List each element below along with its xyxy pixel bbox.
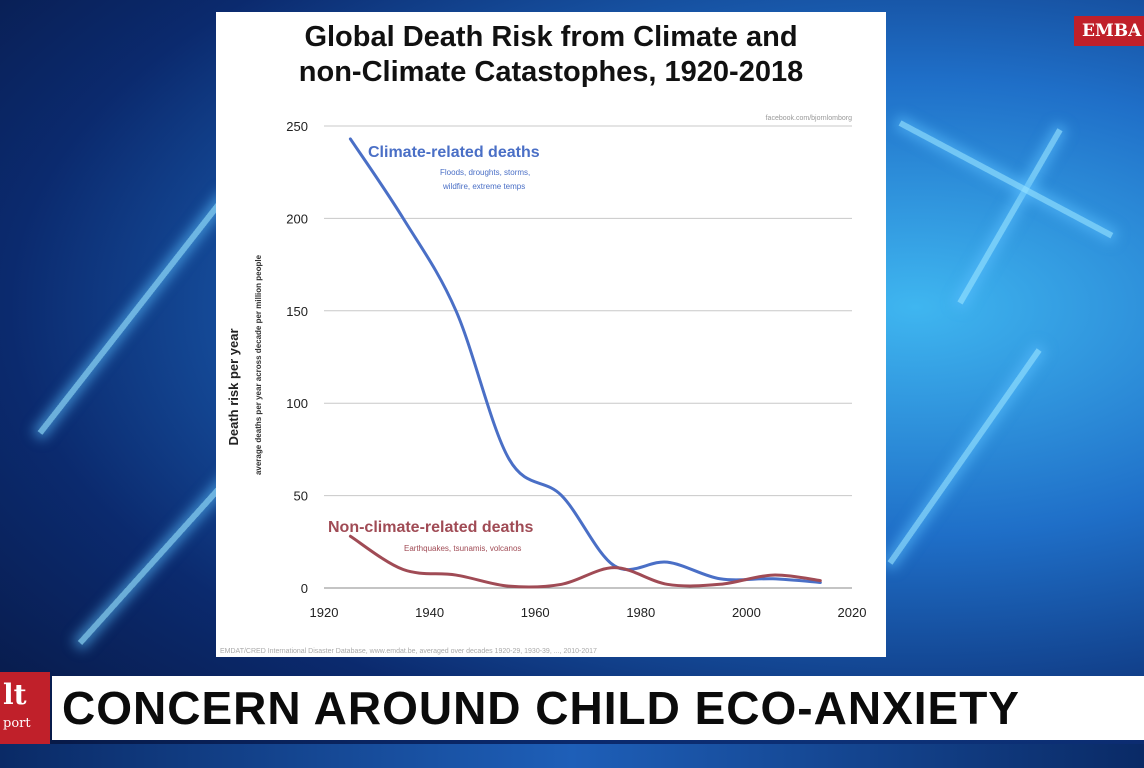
x-tick-label: 1920 — [310, 605, 339, 620]
y-tick-label: 200 — [286, 211, 308, 226]
chart-slide: Global Death Risk from Climate and non-C… — [216, 12, 886, 657]
light-streak — [37, 194, 228, 435]
annotations: Climate-related deaths Floods, droughts, … — [220, 115, 852, 655]
channel-logo: lt port — [0, 672, 50, 744]
series-label-climate: Climate-related deaths — [368, 144, 540, 161]
x-tick-label: 2020 — [838, 605, 867, 620]
x-tick-label: 1980 — [626, 605, 655, 620]
series-sublabel-climate: wildfire, extreme temps — [442, 182, 525, 191]
chart-title-line1: Global Death Risk from Climate and — [304, 21, 798, 53]
axes: 0 50 100 150 200 250 1920 1940 1960 1980 2000 2020 D… — [226, 119, 866, 620]
channel-logo-subtext: port — [3, 716, 31, 731]
bottom-strip — [0, 744, 1144, 768]
watermark: facebook.com/bjornlomborg — [766, 115, 852, 122]
light-streak — [957, 128, 1063, 305]
climate-related-deaths-line — [348, 137, 822, 584]
x-tick-label: 1940 — [415, 605, 444, 620]
grid — [324, 125, 852, 589]
chart-title: Global Death Risk from Climate and non-C… — [216, 20, 886, 90]
non-climate-related-deaths-line — [348, 534, 822, 589]
light-streak — [887, 348, 1042, 565]
lower-third: lt port CONCERN AROUND CHILD ECO-ANXIETY — [0, 672, 1144, 744]
line-chart: 0 50 100 150 200 250 1920 1940 1960 1980 2000 2020 D… — [220, 115, 866, 655]
y-tick-label: 0 — [301, 581, 308, 596]
series-sublabel-non-climate: Earthquakes, tsunamis, volcanos — [404, 544, 521, 553]
headline: CONCERN AROUND CHILD ECO-ANXIETY — [52, 676, 1144, 740]
y-axis-label: Death risk per year — [226, 328, 241, 445]
series-sublabel-climate: Floods, droughts, storms, — [440, 168, 530, 177]
y-axis-sublabel: average deaths per year across decade pe… — [254, 254, 263, 475]
series — [348, 137, 822, 589]
y-tick-label: 150 — [286, 304, 308, 319]
x-tick-label: 2000 — [732, 605, 761, 620]
y-tick-label: 50 — [294, 489, 308, 504]
y-tick-label: 250 — [286, 119, 308, 134]
series-label-non-climate: Non-climate-related deaths — [328, 519, 533, 536]
chart-title-line2: non-Climate Catastophes, 1920-2018 — [298, 56, 804, 88]
channel-logo-text: lt — [3, 678, 27, 711]
y-tick-label: 100 — [286, 396, 308, 411]
source-note: EMDAT/CRED International Disaster Databa… — [220, 648, 597, 655]
x-tick-label: 1960 — [521, 605, 550, 620]
corner-tag: EMBA — [1074, 16, 1144, 46]
